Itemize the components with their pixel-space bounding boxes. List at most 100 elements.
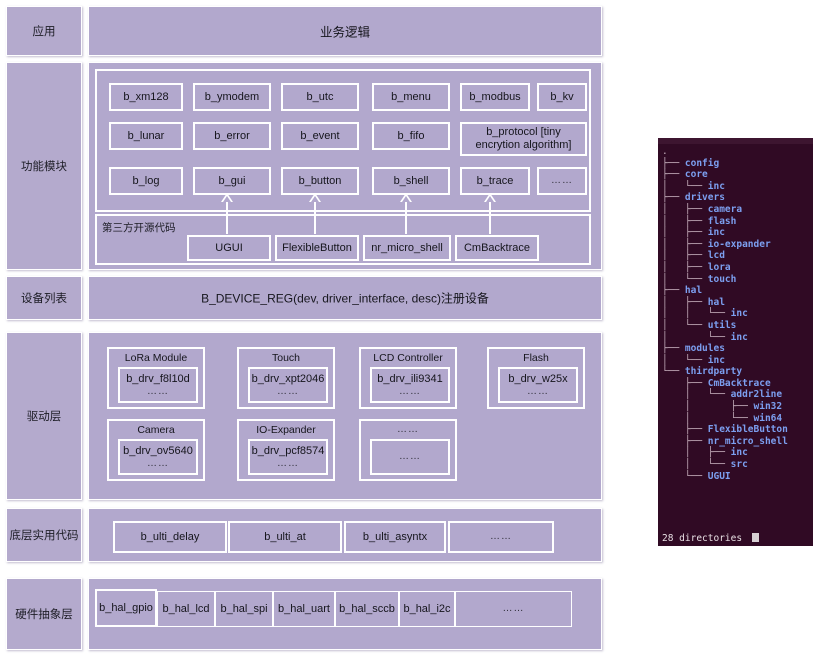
driver-chip-label: b_drv_f8l10d [126,372,190,385]
module-chip[interactable]: b_log [109,167,183,195]
tree-dir-flexiblebutton: FlexibleButton [707,424,788,436]
thirdparty-chip[interactable]: FlexibleButton [275,235,359,261]
hal-chip[interactable]: b_hal_gpio [95,589,157,627]
uml-arrow-head-flexiblebutton [309,193,321,202]
uml-arrow-line-nrmicroshell [405,201,407,234]
layer-label-text: 设备列表 [21,291,67,305]
tree-dir-win32: win32 [753,401,783,413]
terminal-summary-line: 28 directories [658,532,813,546]
module-chip[interactable]: b_lunar [109,122,183,150]
layer-label-modules: 功能模块 [6,62,82,270]
module-chip[interactable]: b_utc [281,83,359,111]
driver-chip[interactable]: b_drv_ov5640 …… [118,439,198,475]
driver-chip[interactable]: b_drv_f8l10d …… [118,367,198,403]
driver-chip[interactable]: …… [370,439,450,475]
module-chip[interactable]: b_kv [537,83,587,111]
module-layer-panel: b_xm128 b_ymodem b_utc b_menu b_modbus b… [88,62,602,270]
module-chip-label: b_menu [391,90,431,103]
hal-chip[interactable]: b_hal_uart [273,591,335,627]
device-reg-label: B_DEVICE_REG(dev, driver_interface, desc… [201,291,489,306]
tree-dir-lora: lora [707,261,731,273]
module-chip-label: b_event [300,129,340,142]
module-chip[interactable]: b_xm128 [109,83,183,111]
tree-dir-inc: inc [707,180,725,192]
hal-layer-panel: b_hal_gpio b_hal_lcd b_hal_spi b_hal_uar… [88,578,602,650]
tree-dir-inc: inc [707,354,725,366]
driver-group[interactable]: Touch b_drv_xpt2046 …… [237,347,335,409]
driver-chip-more: …… [147,457,169,469]
driver-group-title: LoRa Module [124,352,188,364]
tree-dir-modules: modules [684,343,725,355]
thirdparty-chip[interactable]: CmBacktrace [455,235,539,261]
module-chip-protocol[interactable]: b_protocol [tiny encrytion algorithm] [460,122,587,156]
module-chip[interactable]: b_fifo [372,122,450,150]
driver-group-title: Flash [523,352,549,364]
layer-label-hal: 硬件抽象层 [6,578,82,650]
driver-chip[interactable]: b_drv_ili9341 …… [370,367,450,403]
thirdparty-chip[interactable]: nr_micro_shell [363,235,451,261]
thirdparty-chip[interactable]: UGUI [187,235,271,261]
driver-group[interactable]: Camera b_drv_ov5640 …… [107,419,205,481]
tree-dir-utils: utils [707,319,737,331]
module-chip[interactable]: b_event [281,122,359,150]
module-chip-label: b_xm128 [123,90,169,103]
terminal-titlebar [658,138,813,144]
module-chip-label: b_trace [476,174,514,187]
utility-chip[interactable]: b_ulti_delay [113,521,227,553]
tree-dir-hal: hal [684,285,703,297]
utility-chip-more[interactable]: …… [448,521,554,553]
driver-chip[interactable]: b_drv_w25x …… [498,367,578,403]
tree-dir-src: src [730,459,748,471]
hal-chip-label: b_hal_i2c [403,602,451,615]
driver-group[interactable]: LoRa Module b_drv_f8l10d …… [107,347,205,409]
uml-arrow-head-nrmicroshell [400,193,412,202]
module-chip[interactable]: b_trace [460,167,530,195]
tree-dir-inc: inc [730,447,748,459]
uml-arrow-head-ugui [221,193,233,202]
layer-label-text: 功能模块 [21,159,67,173]
uml-arrow-head-cmbacktrace [484,193,496,202]
hal-chip[interactable]: b_hal_i2c [399,591,455,627]
utility-chip[interactable]: b_ulti_asyntx [344,521,446,553]
hal-chip[interactable]: b_hal_sccb [335,591,399,627]
driver-group[interactable]: Flash b_drv_w25x …… [487,347,585,409]
tree-dir-hal: hal [707,296,725,308]
module-chip-more[interactable]: …… [537,167,587,195]
module-chip-label: b_utc [306,90,334,103]
driver-chip[interactable]: b_drv_pcf8574 …… [248,439,328,475]
tree-dir-addr2line: addr2line [730,389,783,401]
tree-dir-flash: flash [707,215,737,227]
driver-group-title: …… [397,424,419,435]
module-chip-label: b_error [214,129,250,142]
hal-chip[interactable]: b_hal_lcd [157,591,215,627]
driver-layer-panel: LoRa Module b_drv_f8l10d …… Touch b_drv_… [88,332,602,500]
uml-arrow-line-flexiblebutton [314,201,316,234]
module-chip-label: b_lunar [127,129,165,142]
terminal-cursor [751,533,759,542]
hal-chip[interactable]: b_hal_spi [215,591,273,627]
tree-dir-touch: touch [707,273,737,285]
driver-chip[interactable]: b_drv_xpt2046 …… [248,367,328,403]
tree-dir-lcd: lcd [707,250,725,262]
module-chip[interactable]: b_error [193,122,271,150]
driver-group-more[interactable]: …… …… [359,419,457,481]
module-chip[interactable]: b_modbus [460,83,530,111]
module-chip[interactable]: b_menu [372,83,450,111]
uml-arrow-line-cmbacktrace [489,201,491,234]
module-chip[interactable]: b_ymodem [193,83,271,111]
driver-group[interactable]: LCD Controller b_drv_ili9341 …… [359,347,457,409]
module-chip-label: b_fifo [397,129,425,142]
driver-group-title: Camera [137,424,175,436]
driver-chip-label: b_drv_ov5640 [123,444,193,457]
driver-group[interactable]: IO-Expander b_drv_pcf8574 …… [237,419,335,481]
driver-chip-more: …… [277,457,299,469]
module-chip[interactable]: b_shell [372,167,450,195]
module-chip[interactable]: b_gui [193,167,271,195]
hal-chip-more[interactable]: …… [455,591,572,627]
utility-chip[interactable]: b_ulti_at [228,521,342,553]
hal-chip-label: b_hal_sccb [339,602,395,615]
module-chip-label: b_gui [218,174,246,187]
module-chip[interactable]: b_button [281,167,359,195]
terminal-window[interactable]: . ├── config ├── core │ └── inc ├── driv… [658,138,813,546]
hal-chip-label: …… [502,603,525,615]
